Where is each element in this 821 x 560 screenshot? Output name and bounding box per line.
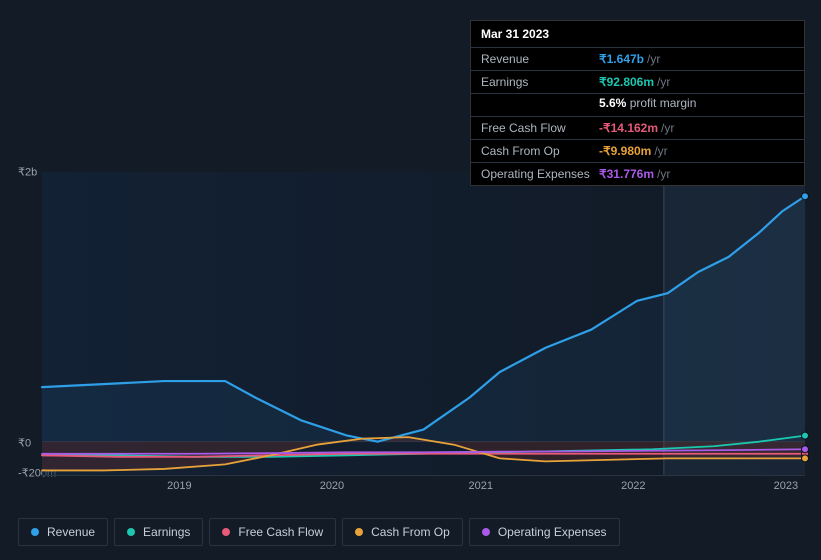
tooltip-label: Earnings (481, 75, 599, 89)
x-axis-label: 2022 (621, 480, 645, 492)
tooltip-value: ₹31.776m/yr (599, 167, 794, 181)
legend-swatch (127, 528, 135, 536)
legend-item[interactable]: Earnings (114, 518, 203, 546)
tooltip-label: Free Cash Flow (481, 121, 599, 135)
legend-item[interactable]: Operating Expenses (469, 518, 620, 546)
legend-item[interactable]: Revenue (18, 518, 108, 546)
tooltip-row: Cash From Op-₹9.980m/yr (471, 140, 804, 163)
y-axis-label: ₹0 (18, 436, 31, 449)
chart-area[interactable]: ₹2b₹0-₹200m 20192020202120222023 (18, 155, 805, 510)
legend-item[interactable]: Free Cash Flow (209, 518, 336, 546)
x-axis-label: 2020 (320, 480, 344, 492)
line-svg (42, 172, 805, 475)
plot-region[interactable] (42, 172, 805, 476)
legend-swatch (482, 528, 490, 536)
tooltip-value: -₹9.980m/yr (599, 144, 794, 158)
tooltip-value: ₹92.806m/yr (599, 75, 794, 89)
x-axis-label: 2019 (167, 480, 191, 492)
legend: Revenue Earnings Free Cash Flow Cash From O… (18, 518, 620, 546)
tooltip-row: Operating Expenses₹31.776m/yr (471, 163, 804, 185)
legend-swatch (31, 528, 39, 536)
legend-label: Operating Expenses (498, 525, 607, 539)
tooltip-row: Revenue₹1.647b/yr (471, 48, 804, 71)
legend-label: Free Cash Flow (238, 525, 323, 539)
tooltip-profit-margin: 5.6% profit margin (471, 94, 804, 117)
chart-tooltip: Mar 31 2023 Revenue₹1.647b/yrEarnings₹92… (470, 20, 805, 186)
x-axis-label: 2023 (774, 480, 798, 492)
legend-label: Cash From Op (371, 525, 450, 539)
legend-label: Revenue (47, 525, 95, 539)
legend-label: Earnings (143, 525, 190, 539)
x-axis-label: 2021 (468, 480, 492, 492)
tooltip-value: ₹1.647b/yr (599, 52, 794, 66)
y-axis-label: ₹2b (18, 166, 37, 179)
tooltip-row: Earnings₹92.806m/yr (471, 71, 804, 94)
legend-swatch (222, 528, 230, 536)
x-axis: 2019 2020 2021 2022 2023 (42, 480, 805, 500)
tooltip-value: -₹14.162m/yr (599, 121, 794, 135)
tooltip-label: Revenue (481, 52, 599, 66)
tooltip-row: Free Cash Flow-₹14.162m/yr (471, 117, 804, 140)
tooltip-label: Cash From Op (481, 144, 599, 158)
legend-swatch (355, 528, 363, 536)
tooltip-label: Operating Expenses (481, 167, 599, 181)
tooltip-date: Mar 31 2023 (471, 21, 804, 48)
legend-item[interactable]: Cash From Op (342, 518, 463, 546)
